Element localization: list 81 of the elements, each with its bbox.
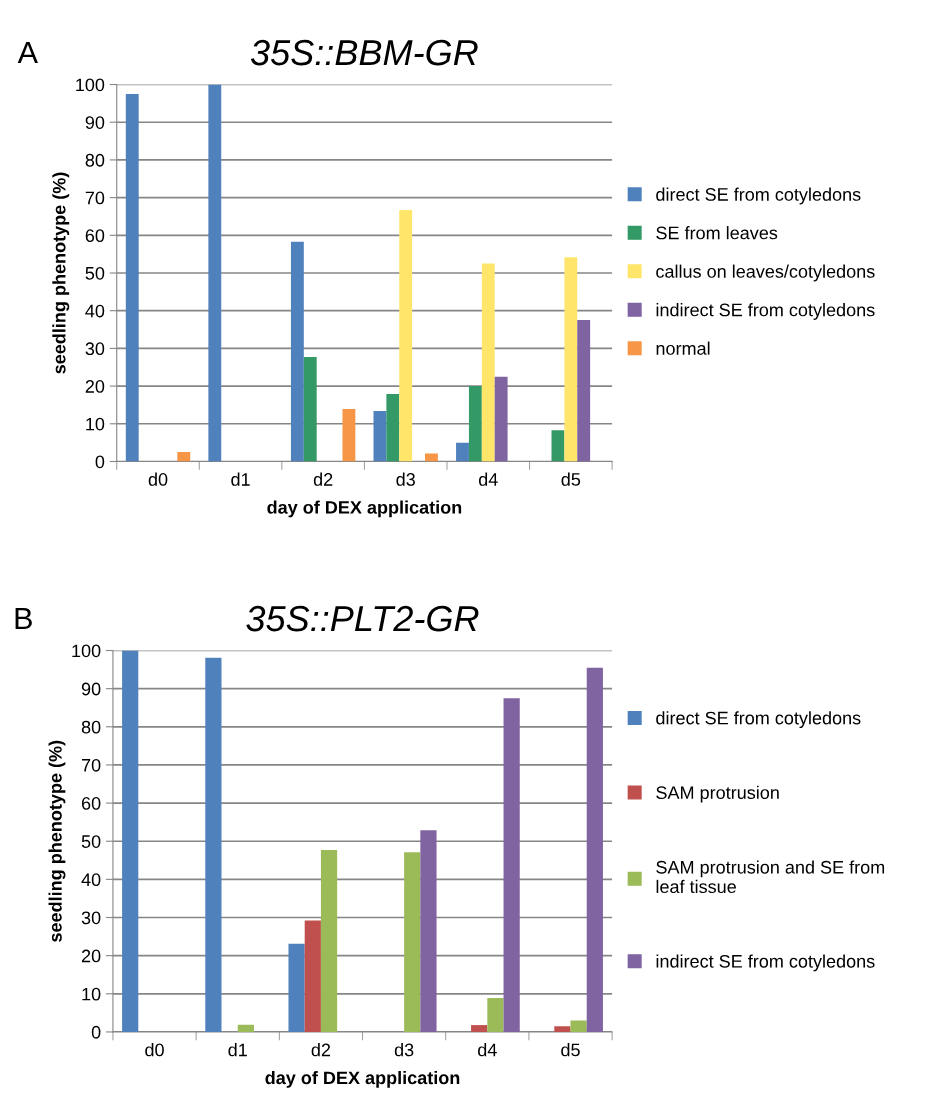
legend-label: normal [656, 341, 710, 355]
legend-label: SAM protrusion [656, 785, 779, 803]
x-tick-label: d1 [231, 472, 250, 486]
bar [494, 376, 508, 462]
bar [177, 452, 191, 462]
bar [125, 93, 139, 462]
bar [564, 257, 578, 462]
y-tick-label: 70 [85, 191, 105, 205]
x-tick-label: d1 [228, 1043, 247, 1057]
bar [288, 943, 305, 1032]
y-tick-label: 30 [81, 911, 101, 925]
bar [386, 394, 400, 462]
x-tick-label: d0 [145, 1043, 164, 1057]
bar [570, 1020, 587, 1032]
x-axis-title: day of DEX application [267, 500, 462, 518]
y-tick-label: 10 [82, 987, 101, 1001]
bar [399, 210, 413, 462]
y-axis-title: seedling phenotype (%) [48, 740, 66, 942]
chart-title: 35S::BBM-GR [250, 39, 478, 66]
legend-label: SAM protrusion and SE from leaf tissue [656, 860, 885, 894]
bar [481, 263, 495, 462]
y-tick-label: 100 [72, 644, 101, 658]
y-tick-label: 40 [85, 304, 105, 318]
x-tick-label: d2 [311, 1043, 331, 1057]
y-tick-label: 20 [85, 380, 105, 393]
chart-title: 35S::PLT2-GR [246, 605, 479, 632]
y-tick-label: 80 [85, 153, 105, 167]
text: B [15, 607, 32, 629]
bar [320, 850, 338, 1032]
bar [303, 357, 317, 462]
y-tick-label: 70 [81, 758, 101, 772]
x-tick-label: d5 [561, 472, 581, 486]
x-tick-label: d4 [478, 1043, 497, 1057]
y-tick-label: 30 [85, 342, 105, 356]
legend-label: direct SE from cotyledons [656, 711, 861, 729]
x-tick-label: d4 [478, 472, 498, 486]
x-axis-title: day of DEX application [265, 1070, 460, 1088]
y-tick-label: 50 [81, 835, 101, 848]
y-tick-label: 0 [95, 455, 105, 469]
x-tick-label: d3 [396, 472, 415, 486]
y-tick-label: 40 [81, 873, 101, 887]
legend-label: direct SE from cotyledons [656, 187, 861, 205]
bar [468, 386, 482, 462]
x-tick-label: d2 [313, 472, 333, 486]
bar [420, 830, 437, 1032]
x-tick-label: d0 [148, 472, 168, 486]
bar [122, 650, 139, 1032]
legend-label: indirect SE from cotyledons [656, 303, 875, 320]
bar [577, 320, 591, 462]
legend-label: callus on leaves/cotyledons [656, 264, 875, 282]
y-tick-label: 0 [91, 1025, 101, 1039]
x-tick-label: d5 [561, 1043, 580, 1057]
bar [456, 442, 469, 462]
y-tick-label: 90 [85, 116, 105, 129]
bar [304, 920, 321, 1032]
y-tick-label: 50 [85, 266, 105, 280]
bar [373, 410, 387, 462]
y-tick-label: 100 [76, 78, 105, 92]
bar [290, 241, 304, 462]
x-tick-label: d3 [394, 1043, 414, 1057]
bar [554, 1026, 571, 1032]
bar [551, 430, 565, 462]
y-tick-label: 60 [81, 797, 101, 810]
bar [208, 84, 222, 462]
text: A [17, 42, 38, 64]
legend-label: SE from leaves [656, 226, 778, 240]
y-tick-label: 80 [81, 720, 101, 734]
bar [404, 852, 421, 1032]
bar [586, 667, 603, 1032]
bar [237, 1024, 254, 1032]
bar [487, 997, 504, 1032]
bar [503, 698, 520, 1032]
y-tick-label: 90 [81, 682, 101, 696]
y-tick-label: 60 [85, 229, 105, 243]
legend-label: indirect SE from cotyledons [656, 954, 875, 972]
y-tick-label: 20 [81, 949, 101, 963]
bar [205, 657, 222, 1032]
bar [471, 1025, 488, 1032]
y-tick-label: 10 [86, 417, 105, 431]
bar [342, 409, 356, 462]
y-axis-title: seedling phenotype (%) [52, 172, 70, 374]
